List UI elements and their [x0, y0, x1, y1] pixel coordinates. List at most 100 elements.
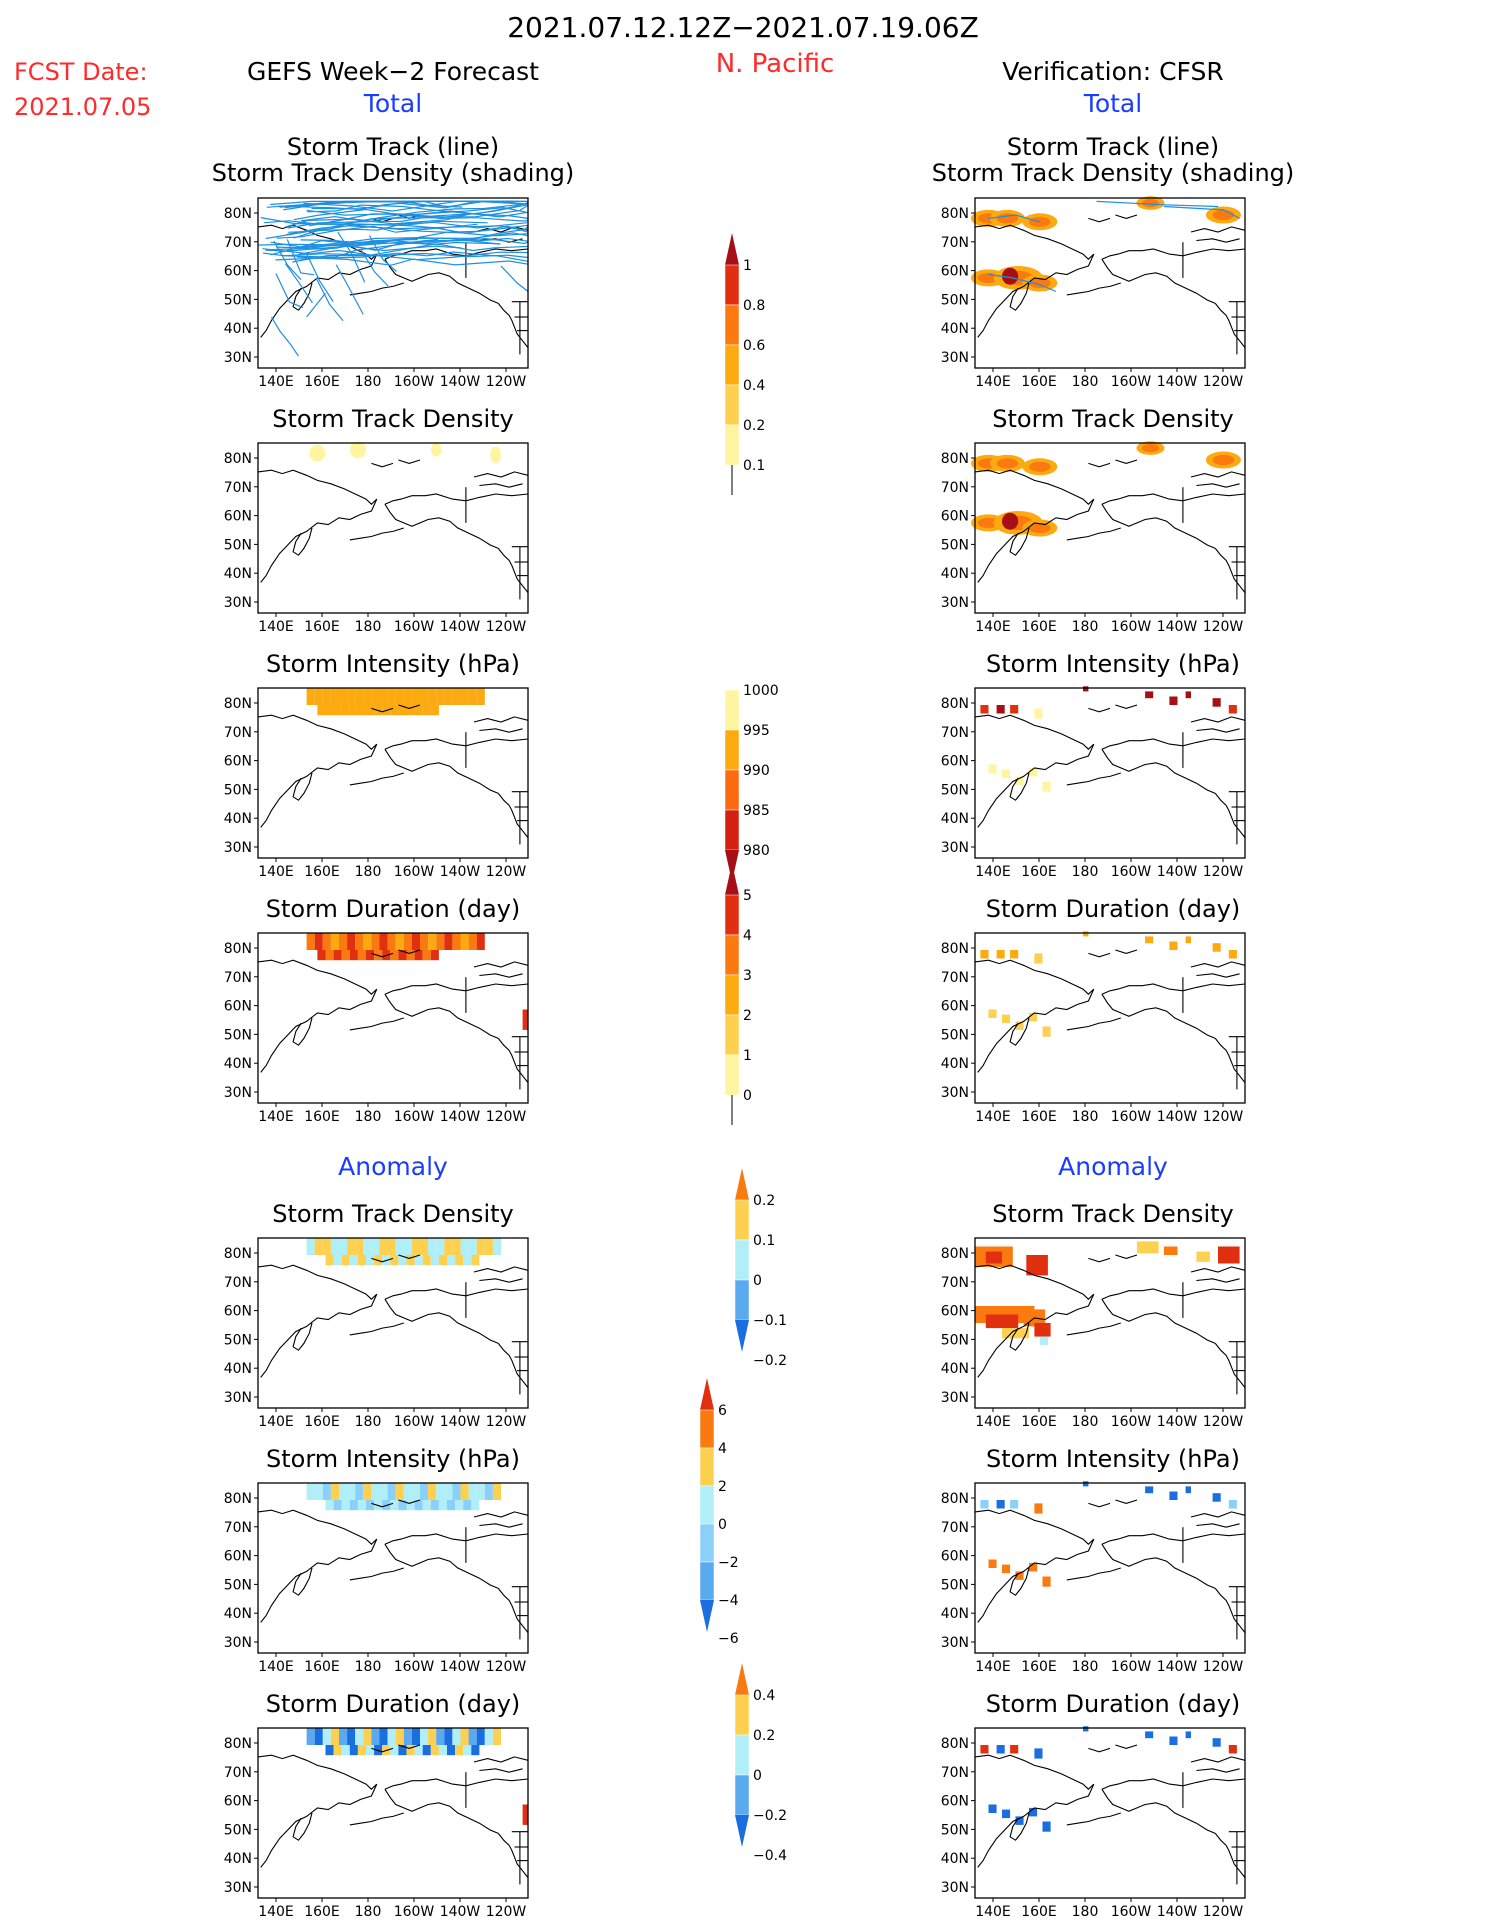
panel-title: Storm Duration (day)	[986, 895, 1241, 923]
coastline	[257, 714, 378, 750]
density-blob	[1212, 209, 1235, 221]
coastline	[1009, 1812, 1030, 1841]
colorbar-segment	[724, 974, 740, 1016]
shading-cell	[349, 1255, 358, 1266]
shading-cell	[492, 1728, 501, 1745]
map-frame	[257, 197, 529, 369]
shading-cell	[476, 1728, 485, 1745]
shading-cell	[484, 1483, 493, 1500]
lon-tick-label: 140E	[258, 374, 294, 390]
density-blob	[1212, 454, 1235, 466]
shading-cell	[1010, 1500, 1019, 1509]
storm-track	[1096, 200, 1219, 208]
coastline	[257, 1509, 378, 1545]
coastline	[384, 493, 529, 505]
map-frame	[257, 932, 529, 1104]
coastline	[1214, 303, 1246, 348]
lat-tick-label: 70N	[941, 1520, 969, 1536]
lon-tick-label: 180	[1072, 619, 1099, 635]
storm-track	[258, 243, 462, 252]
storm-track	[300, 210, 529, 223]
coastline	[1088, 1502, 1111, 1508]
lon-tick-label: 140E	[975, 864, 1011, 880]
map-frame	[257, 442, 529, 614]
colorbar-segment	[724, 384, 740, 426]
shading-cell	[447, 1500, 456, 1511]
lat-tick-label: 60N	[941, 1794, 969, 1810]
shading-cell	[1212, 1738, 1221, 1747]
lat-tick-label: 40N	[224, 1361, 252, 1377]
coastline	[497, 1833, 529, 1878]
storm-track	[988, 214, 1040, 223]
shading-cell	[420, 933, 429, 950]
shading-cell	[349, 1745, 358, 1756]
lat-tick-label: 30N	[224, 1880, 252, 1896]
shading-cell	[1002, 1014, 1011, 1024]
shading-cell	[468, 1728, 477, 1745]
coastline	[349, 1567, 404, 1581]
shading-cell	[468, 933, 477, 950]
shading-cell	[455, 1255, 464, 1266]
shading-cell	[444, 688, 453, 705]
shading-cell	[403, 933, 412, 950]
lon-tick-label: 140W	[440, 1904, 481, 1920]
coastline	[1009, 1567, 1030, 1596]
shading-cell	[452, 688, 461, 705]
shading-cell	[1015, 1021, 1024, 1030]
shading-cell	[387, 1238, 396, 1255]
coastline	[977, 1783, 1095, 1868]
coastline	[260, 498, 378, 583]
coastline	[384, 503, 499, 549]
lat-tick-label: 40N	[224, 811, 252, 827]
density-blob	[1002, 267, 1019, 285]
lat-tick-label: 80N	[224, 206, 252, 222]
coastline	[371, 462, 394, 468]
lon-tick-label: 140E	[975, 619, 1011, 635]
colorbar-intensity: 1000 995 990 985 980	[724, 683, 779, 882]
lon-tick-label: 140W	[1157, 1414, 1198, 1430]
coastline	[479, 973, 523, 978]
lon-tick-label: 160E	[1021, 1109, 1057, 1125]
colorbar-segment	[699, 1523, 715, 1563]
shading-cell	[1029, 1562, 1038, 1572]
coastline	[1115, 704, 1138, 709]
coastline	[1101, 1533, 1246, 1545]
coastline	[384, 258, 499, 304]
lon-tick-label: 160E	[304, 1904, 340, 1920]
lat-tick-label: 60N	[941, 264, 969, 280]
colorbar-anom_duration: 0.4 0.2 0 −0.2 −0.4	[734, 1663, 787, 1864]
shading-cell	[438, 1500, 447, 1511]
lat-tick-label: 50N	[941, 1577, 969, 1593]
coastline	[1214, 1588, 1246, 1633]
shading-cell	[363, 1728, 372, 1745]
colorbar-segment	[699, 1447, 715, 1487]
colorbar-label: 2	[718, 1479, 727, 1495]
coastline	[260, 1783, 378, 1868]
coastline	[473, 961, 529, 968]
coastline	[1066, 527, 1121, 541]
coastline	[398, 1254, 421, 1259]
colorbar-segment	[734, 1239, 750, 1281]
left-anom-intensity-map: 80N 70N 60N 50N 40N 30N 140E 160E 180 160W 140W 120…	[224, 1482, 529, 1675]
shading-cell	[347, 688, 356, 705]
lon-tick-label: 160W	[1111, 1414, 1152, 1430]
coastline	[977, 743, 1095, 828]
lon-tick-label: 160E	[1021, 374, 1057, 390]
shading-cell	[322, 688, 331, 705]
lat-tick-label: 40N	[224, 1606, 252, 1622]
coastline	[260, 1293, 378, 1378]
lat-tick-label: 80N	[941, 1736, 969, 1752]
colorbar-segment	[724, 304, 740, 346]
shading-cell	[349, 950, 358, 961]
lat-tick-label: 30N	[941, 350, 969, 366]
shading-cell	[333, 1255, 342, 1266]
panel-title: Storm Track Density	[272, 405, 513, 433]
lon-tick-label: 140W	[440, 619, 481, 635]
shading-cell	[330, 1238, 339, 1255]
map-frame	[974, 1727, 1246, 1899]
coastline	[384, 1288, 529, 1300]
colorbar-segment	[734, 1694, 750, 1736]
shading-cell	[428, 1238, 437, 1255]
shading-cell	[436, 688, 445, 705]
lat-tick-label: 50N	[941, 292, 969, 308]
